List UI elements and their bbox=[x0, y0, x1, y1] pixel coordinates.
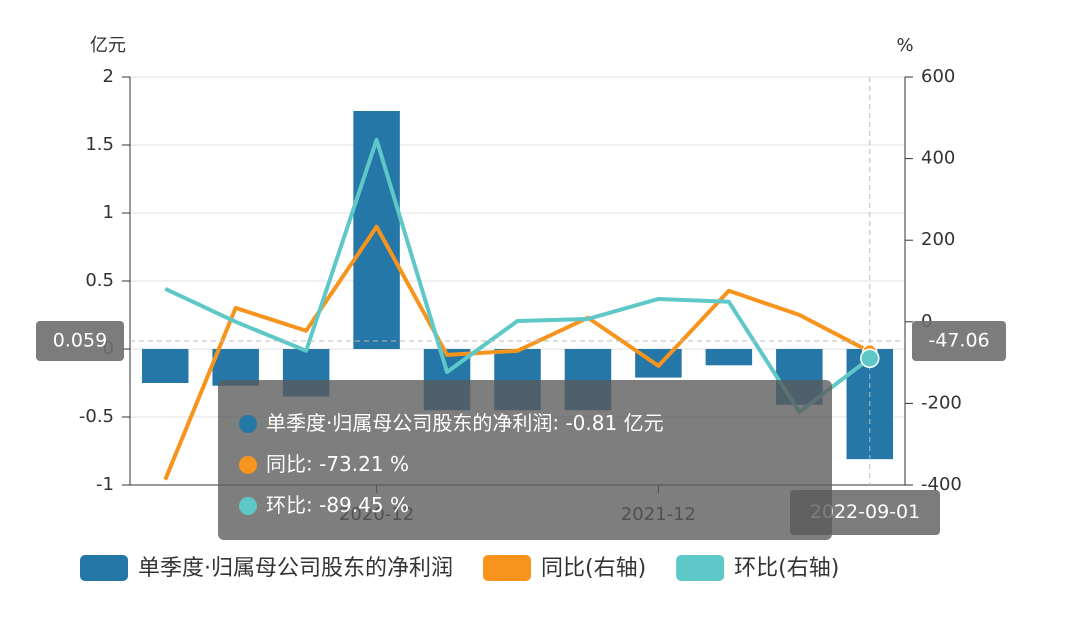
tooltip-dot bbox=[239, 456, 257, 474]
tooltip-text: 同比 bbox=[266, 452, 306, 476]
y2-tick-label: -400 bbox=[921, 474, 962, 495]
bar bbox=[212, 349, 259, 386]
tooltip-dot bbox=[239, 415, 257, 433]
y-tick-label: 1.5 bbox=[85, 134, 114, 155]
legend-label: 单季度·归属母公司股东的净利润 bbox=[138, 556, 453, 581]
y2-tick-label: -200 bbox=[921, 392, 962, 413]
axis-pointer-y-label-bg bbox=[36, 320, 124, 361]
bar bbox=[705, 349, 753, 366]
tooltip-text: -0.81 bbox=[565, 411, 617, 435]
tooltip-text: % bbox=[390, 493, 409, 517]
tooltip bbox=[218, 380, 832, 540]
axis-pointer-y-label: 0.059 bbox=[53, 329, 107, 351]
y2-axis-unit: % bbox=[896, 35, 913, 56]
legend-swatch bbox=[483, 555, 531, 581]
tooltip-text: 单季度·归属母公司股东的净利润 bbox=[266, 411, 552, 435]
y-tick-label: -1 bbox=[96, 474, 114, 495]
y-tick-label: 0.5 bbox=[85, 270, 114, 291]
y-tick-label: -0.5 bbox=[79, 406, 114, 427]
bar bbox=[141, 349, 189, 383]
tooltip-text: 环比 bbox=[266, 493, 306, 517]
y-axis-unit: 亿元 bbox=[90, 35, 126, 56]
legend-swatch bbox=[676, 555, 725, 581]
axis-pointer-y2-label-bg bbox=[912, 321, 1006, 362]
y2-tick-label: 600 bbox=[921, 66, 955, 87]
legend-label: 同比(右轴) bbox=[541, 556, 646, 581]
axis-pointer-y2-label: -47.06 bbox=[928, 330, 989, 352]
tooltip-line: 单季度·归属母公司股东的净利润: -0.81 亿元 bbox=[266, 411, 664, 435]
line bbox=[163, 224, 871, 481]
tooltip-text: 亿元 bbox=[624, 411, 664, 435]
axis-pointer-x-label: 2022-09-01 bbox=[810, 501, 920, 523]
legend-label: 环比(右轴) bbox=[734, 556, 839, 581]
tooltip-text: % bbox=[390, 452, 409, 476]
tooltip-text: -73.21 bbox=[319, 452, 383, 476]
tooltip-dot bbox=[239, 497, 257, 515]
highlight-point bbox=[860, 348, 880, 369]
y2-tick-label: 400 bbox=[921, 148, 955, 169]
tooltip-text: -89.45 bbox=[319, 493, 383, 517]
legend-swatch bbox=[80, 555, 128, 581]
y-tick-label: 2 bbox=[103, 66, 114, 87]
tooltip-line: 环比: -89.45 % bbox=[266, 493, 409, 517]
y2-tick-label: 200 bbox=[921, 229, 955, 250]
y-tick-label: 1 bbox=[103, 202, 114, 223]
tooltip-line: 同比: -73.21 % bbox=[266, 452, 409, 476]
line bbox=[164, 137, 871, 414]
